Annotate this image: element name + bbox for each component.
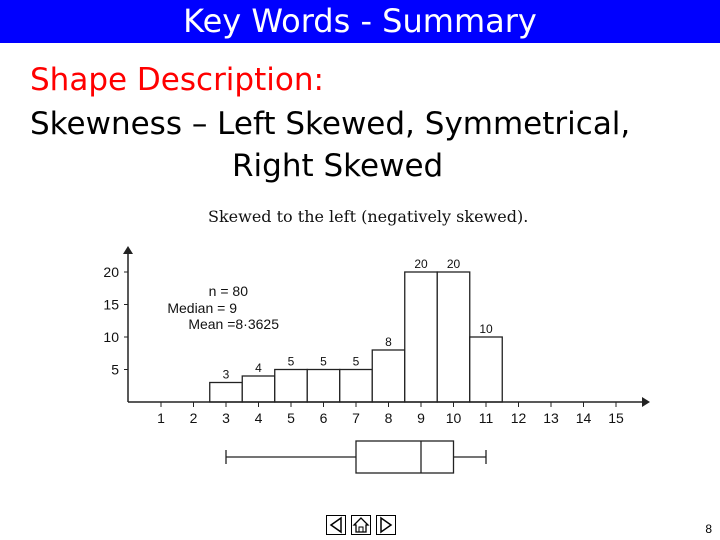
- x-tick-label-3: 3: [222, 410, 230, 426]
- x-tick-label-8: 8: [385, 410, 393, 426]
- x-tick-label-12: 12: [511, 410, 527, 426]
- bar-label-8: 8: [385, 335, 392, 349]
- right-skewed-line: Right Skewed: [232, 148, 444, 184]
- skewness-line: Skewness – Left Skewed, Symmetrical,: [30, 106, 631, 142]
- bar-label-10: 20: [447, 257, 461, 271]
- prev-arrow-icon[interactable]: [326, 515, 346, 535]
- y-tick-label-5: 5: [111, 362, 119, 378]
- x-tick-label-9: 9: [417, 410, 425, 426]
- x-tick-label-7: 7: [352, 410, 360, 426]
- y-tick-label-20: 20: [103, 264, 119, 280]
- y-tick-label-15: 15: [103, 297, 119, 313]
- x-tick-label-2: 2: [190, 410, 198, 426]
- annotation-2: Median = 9: [167, 300, 237, 316]
- bar-4: [241, 375, 276, 403]
- bar-label-6: 5: [320, 355, 327, 369]
- slide-title: Key Words - Summary: [0, 0, 720, 43]
- x-tick-label-13: 13: [543, 410, 559, 426]
- bar-3: [209, 381, 243, 403]
- bar-8: [371, 349, 406, 403]
- bar-10: [436, 271, 471, 403]
- bar-7: [339, 368, 373, 403]
- next-arrow-icon[interactable]: [376, 515, 396, 535]
- y-axis-arrow: [123, 246, 133, 254]
- x-tick-label-5: 5: [287, 410, 295, 426]
- bar-label-5: 5: [288, 355, 295, 369]
- x-tick-label-4: 4: [255, 410, 263, 426]
- bar-label-3: 3: [223, 368, 230, 382]
- bar-11: [469, 336, 503, 403]
- annotation-3: Mean =8·3625: [188, 316, 279, 332]
- boxplot-box: [355, 440, 455, 474]
- bar-label-11: 10: [479, 322, 493, 336]
- home-icon[interactable]: [351, 515, 371, 535]
- bar-9: [404, 271, 438, 403]
- x-tick-label-11: 11: [479, 410, 494, 426]
- x-tick-label-1: 1: [157, 410, 165, 426]
- bar-label-7: 5: [353, 355, 360, 369]
- bar-label-4: 4: [255, 361, 262, 375]
- bar-5: [274, 368, 308, 403]
- x-tick-label-10: 10: [446, 410, 462, 426]
- x-axis-arrow: [642, 397, 650, 407]
- y-tick-label-10: 10: [103, 329, 119, 345]
- shape-description-heading: Shape Description:: [30, 62, 324, 98]
- x-tick-label-15: 15: [608, 410, 624, 426]
- x-tick-label-14: 14: [576, 410, 592, 426]
- x-tick-label-6: 6: [320, 410, 328, 426]
- bar-label-9: 20: [414, 257, 428, 271]
- annotation-1: n = 80: [209, 283, 249, 299]
- chart-title: Skewed to the left (negatively skewed).: [208, 207, 529, 226]
- bar-6: [306, 368, 341, 403]
- page-number: 8: [705, 522, 712, 536]
